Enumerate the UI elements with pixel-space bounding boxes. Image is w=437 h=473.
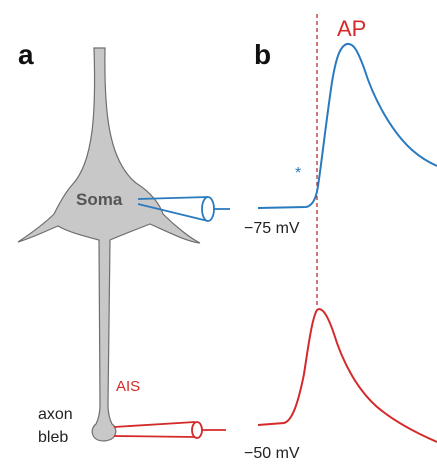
neuron-body-shape xyxy=(17,47,201,442)
soma-voltage-trace xyxy=(257,42,437,209)
axon-pipette-outline xyxy=(113,421,196,438)
soma-pipette xyxy=(137,196,230,222)
ais-label: AIS xyxy=(116,378,140,395)
bleb-membrane-potential-label: −50 mV xyxy=(244,445,300,462)
ap-label: AP xyxy=(337,16,366,41)
axon-bleb-label-line1: axon xyxy=(38,406,73,423)
soma-pipette-outline xyxy=(137,196,209,222)
axon-bleb-voltage-trace xyxy=(257,308,437,443)
axon-bleb-label-line2: bleb xyxy=(38,429,68,446)
panel-b-label: b xyxy=(254,39,271,70)
neuron-drawing: Soma xyxy=(17,47,201,442)
axon-pipette xyxy=(113,421,226,439)
ap-threshold-asterisk: * xyxy=(295,165,301,182)
axon-pipette-end xyxy=(191,421,203,439)
soma-pipette-end xyxy=(201,196,215,222)
soma-membrane-potential-label: −75 mV xyxy=(244,220,300,237)
panel-a-label: a xyxy=(18,39,34,70)
soma-label: Soma xyxy=(76,190,123,209)
